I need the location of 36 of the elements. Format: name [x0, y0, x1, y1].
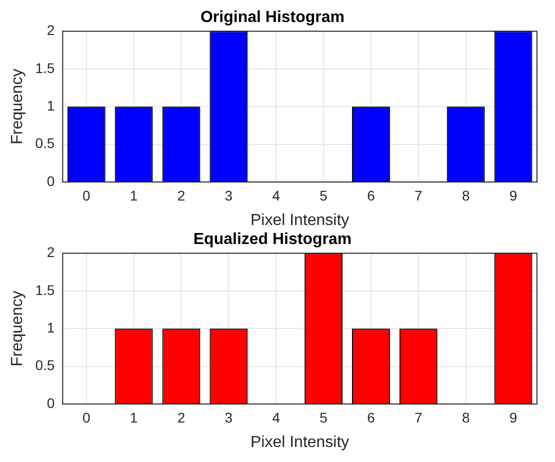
y-tick-label: 2	[46, 244, 55, 260]
x-tick-label: 2	[177, 187, 186, 204]
chart-title: Equalized Histogram	[193, 231, 352, 248]
y-axis-title: Frequency	[9, 290, 26, 366]
y-tick-label: 1.5	[35, 60, 55, 76]
chart-title: Original Histogram	[200, 9, 345, 26]
x-tick-label: 6	[367, 409, 376, 426]
x-tick-label: 7	[414, 187, 423, 204]
x-tick-label: 8	[462, 187, 470, 204]
x-tick-label: 7	[414, 409, 423, 426]
y-tick-label: 1.5	[35, 282, 55, 298]
x-tick-label: 5	[320, 187, 328, 204]
x-tick-label: 0	[82, 187, 90, 204]
x-tick-label: 1	[130, 409, 138, 426]
y-tick-label: 0	[46, 172, 55, 189]
y-tick-label: 0.5	[35, 357, 55, 374]
y-axis-title: Frequency	[9, 68, 26, 144]
x-tick-label: 2	[177, 409, 186, 426]
x-tick-label: 3	[224, 187, 233, 204]
x-tick-label: 6	[367, 187, 376, 204]
x-tick-label: 3	[224, 409, 233, 426]
x-tick-label: 4	[272, 187, 280, 204]
y-tick-label: 1	[46, 319, 55, 336]
y-tick-label: 0	[46, 394, 55, 411]
x-tick-label: 9	[509, 187, 518, 204]
x-tick-label: 5	[320, 409, 328, 426]
y-tick-label: 0.5	[35, 135, 55, 152]
x-tick-label: 9	[509, 409, 518, 426]
x-axis-title: Pixel Intensity	[250, 434, 350, 451]
x-tick-label: 1	[130, 187, 138, 204]
x-tick-label: 4	[272, 409, 280, 426]
x-tick-label: 0	[82, 409, 90, 426]
y-tick-label: 1	[46, 97, 55, 114]
x-axis-title: Pixel Intensity	[250, 212, 350, 229]
x-tick-label: 8	[462, 409, 470, 426]
y-tick-label: 2	[46, 22, 55, 38]
